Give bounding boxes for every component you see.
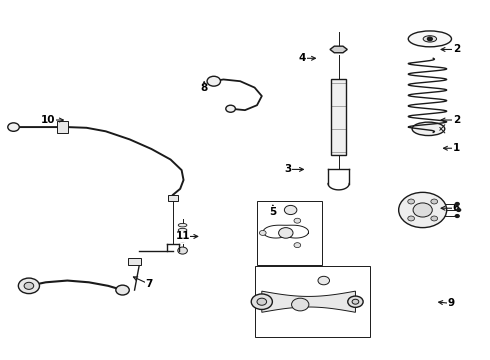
Circle shape (413, 203, 432, 217)
Ellipse shape (178, 233, 187, 237)
Circle shape (318, 276, 329, 285)
Bar (255, 266, 370, 337)
Ellipse shape (178, 224, 187, 227)
Circle shape (279, 228, 293, 238)
Circle shape (24, 282, 34, 289)
Circle shape (431, 199, 438, 204)
Text: 3: 3 (285, 165, 292, 174)
Ellipse shape (412, 122, 445, 136)
Circle shape (455, 215, 459, 217)
Text: 4: 4 (299, 53, 306, 63)
Text: 2: 2 (453, 45, 460, 54)
Circle shape (455, 203, 459, 205)
Circle shape (408, 216, 415, 221)
Circle shape (259, 230, 266, 235)
Circle shape (348, 296, 363, 307)
Circle shape (352, 299, 359, 304)
Bar (128, 258, 141, 265)
Text: 5: 5 (269, 207, 276, 217)
Text: 10: 10 (41, 115, 55, 125)
Circle shape (284, 206, 297, 215)
Circle shape (457, 208, 461, 211)
Bar (57, 121, 68, 134)
Circle shape (8, 123, 19, 131)
Circle shape (226, 105, 235, 112)
Ellipse shape (178, 238, 187, 242)
Bar (257, 201, 322, 265)
Text: 6: 6 (453, 203, 460, 213)
Bar (168, 195, 178, 201)
Circle shape (408, 199, 415, 204)
Text: 2: 2 (453, 115, 460, 125)
Text: 11: 11 (175, 231, 190, 242)
Circle shape (292, 298, 309, 311)
Text: 1: 1 (453, 143, 460, 153)
Ellipse shape (408, 31, 451, 47)
Circle shape (178, 247, 187, 254)
Circle shape (294, 218, 301, 223)
Circle shape (427, 37, 432, 41)
Bar (331, 80, 346, 155)
Circle shape (18, 278, 40, 294)
Text: 9: 9 (448, 298, 455, 309)
Text: 7: 7 (145, 279, 153, 289)
Circle shape (294, 243, 301, 248)
Circle shape (431, 216, 438, 221)
Text: 8: 8 (200, 83, 208, 93)
Circle shape (399, 192, 447, 228)
Ellipse shape (423, 36, 437, 42)
Circle shape (116, 285, 129, 295)
Polygon shape (330, 46, 347, 53)
Ellipse shape (178, 228, 187, 232)
Polygon shape (262, 291, 355, 312)
Circle shape (251, 294, 272, 310)
Circle shape (207, 76, 220, 86)
Circle shape (257, 298, 267, 305)
